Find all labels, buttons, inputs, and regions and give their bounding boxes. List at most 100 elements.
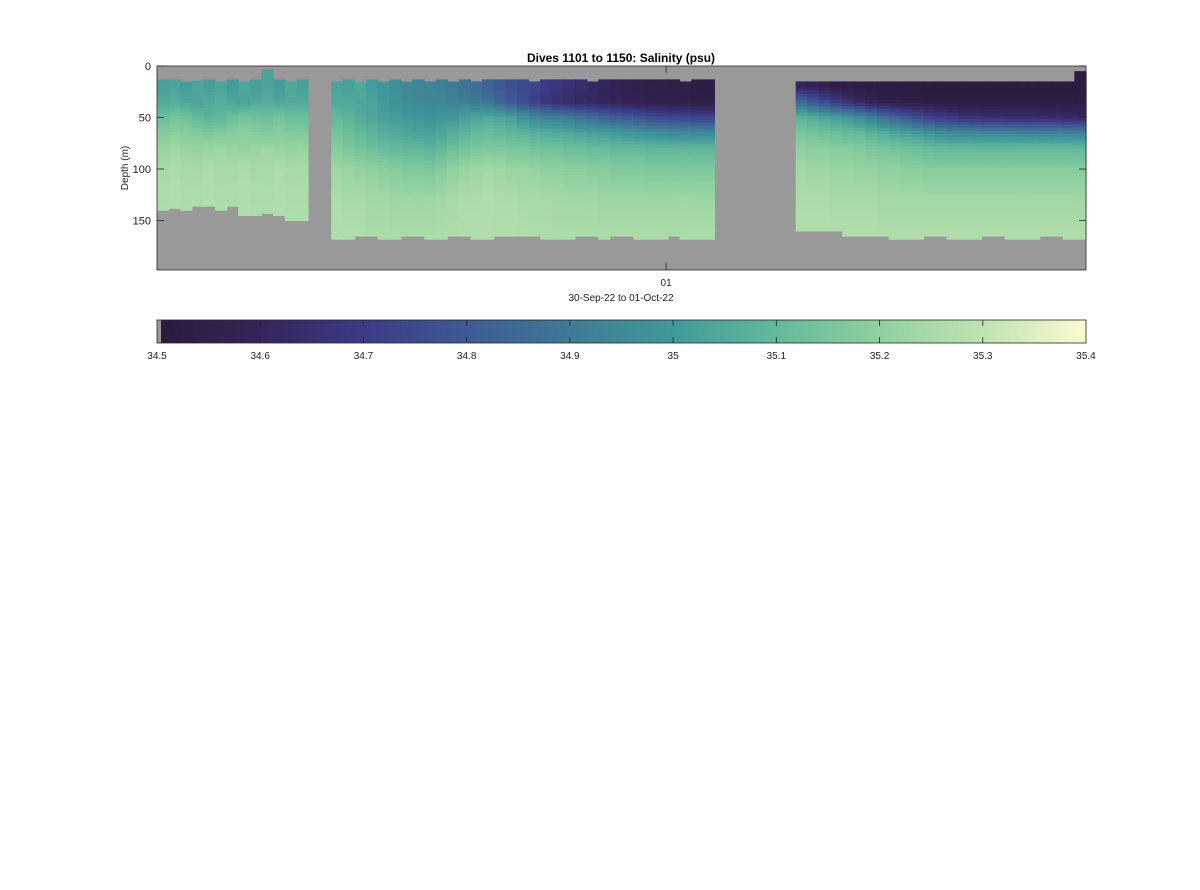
salinity-cell [969, 130, 983, 135]
salinity-cell [946, 192, 959, 197]
salinity-cell [540, 110, 553, 114]
salinity-cell [702, 147, 715, 152]
salinity-cell [656, 82, 669, 87]
salinity-cell [249, 91, 263, 96]
salinity-cell [702, 178, 715, 182]
salinity-cell [180, 195, 193, 200]
salinity-cell [993, 152, 1006, 157]
colorbar-tick-label: 35.4 [1076, 351, 1096, 362]
salinity-cell [377, 158, 390, 163]
salinity-cell [644, 135, 657, 139]
salinity-cell [563, 181, 576, 186]
salinity-cell [470, 115, 483, 120]
salinity-cell [633, 199, 646, 204]
salinity-cell [911, 211, 925, 215]
salinity-cell [958, 202, 971, 206]
salinity-cell [1016, 103, 1029, 107]
salinity-cell [505, 227, 518, 232]
salinity-cell [470, 90, 483, 95]
salinity-cell [342, 144, 356, 148]
salinity-cell [1062, 130, 1075, 135]
salinity-cell [586, 223, 599, 228]
profile-column [400, 81, 414, 237]
salinity-cell [969, 96, 983, 101]
salinity-cell [935, 149, 948, 154]
salinity-cell [400, 112, 414, 117]
salinity-cell [1004, 84, 1017, 89]
salinity-cell [284, 171, 297, 175]
salinity-cell [935, 214, 948, 219]
salinity-cell [551, 110, 565, 114]
salinity-cell [331, 202, 344, 206]
salinity-cell [331, 183, 344, 188]
salinity-cell [1004, 183, 1017, 188]
salinity-cell [946, 118, 959, 123]
salinity-cell [842, 96, 855, 101]
salinity-cell [354, 205, 367, 209]
salinity-cell [586, 149, 599, 154]
salinity-cell [1051, 134, 1064, 138]
salinity-cell [191, 191, 205, 196]
salinity-cell [575, 159, 588, 164]
salinity-cell [656, 196, 669, 201]
salinity-cell [389, 193, 402, 198]
salinity-cell [563, 85, 576, 90]
salinity-cell [633, 135, 646, 139]
salinity-cell [261, 195, 274, 200]
salinity-cell [888, 143, 901, 147]
salinity-cell [1027, 96, 1041, 101]
salinity-cell [1004, 103, 1017, 107]
salinity-cell [377, 226, 390, 231]
salinity-cell [482, 94, 495, 99]
salinity-cell [691, 122, 704, 127]
salinity-cell [516, 199, 530, 204]
salinity-cell [679, 202, 692, 206]
salinity-cell [412, 101, 425, 105]
salinity-cell [888, 137, 901, 141]
salinity-cell [958, 223, 971, 228]
salinity-cell [366, 209, 379, 213]
salinity-cell [575, 196, 588, 201]
salinity-cell [911, 137, 925, 141]
salinity-cell [958, 186, 971, 191]
salinity-cell [296, 144, 309, 148]
salinity-cell [935, 208, 948, 212]
salinity-cell [284, 217, 297, 222]
salinity-cell [249, 184, 263, 189]
salinity-cell [969, 205, 983, 209]
salinity-cell [818, 115, 832, 120]
profile-column [249, 79, 263, 216]
salinity-cell [586, 168, 599, 172]
salinity-cell [795, 205, 808, 209]
salinity-cell [203, 128, 216, 133]
salinity-cell [412, 206, 425, 210]
salinity-cell [203, 94, 216, 99]
salinity-cell [400, 93, 414, 98]
salinity-cell [273, 165, 286, 170]
salinity-cell [447, 164, 460, 169]
salinity-cell [888, 171, 901, 175]
salinity-cell [157, 206, 170, 210]
salinity-cell [807, 220, 820, 225]
salinity-cell [1062, 118, 1075, 123]
salinity-cell [563, 233, 576, 238]
salinity-cell [389, 113, 402, 118]
salinity-cell [1016, 205, 1029, 209]
salinity-cell [830, 84, 843, 89]
salinity-cell [540, 184, 553, 189]
salinity-cell [366, 206, 379, 210]
salinity-cell [888, 93, 901, 98]
salinity-cell [447, 96, 460, 101]
salinity-cell [1062, 106, 1075, 110]
salinity-cell [215, 174, 228, 178]
salinity-cell [1062, 186, 1075, 191]
salinity-cell [215, 137, 228, 141]
salinity-cell [389, 209, 402, 213]
salinity-cell [1016, 217, 1029, 222]
salinity-cell [238, 149, 251, 154]
salinity-cell [958, 168, 971, 172]
salinity-cell [1074, 179, 1087, 184]
salinity-cell [633, 230, 646, 235]
salinity-cell [1039, 183, 1052, 188]
salinity-cell [923, 134, 936, 138]
